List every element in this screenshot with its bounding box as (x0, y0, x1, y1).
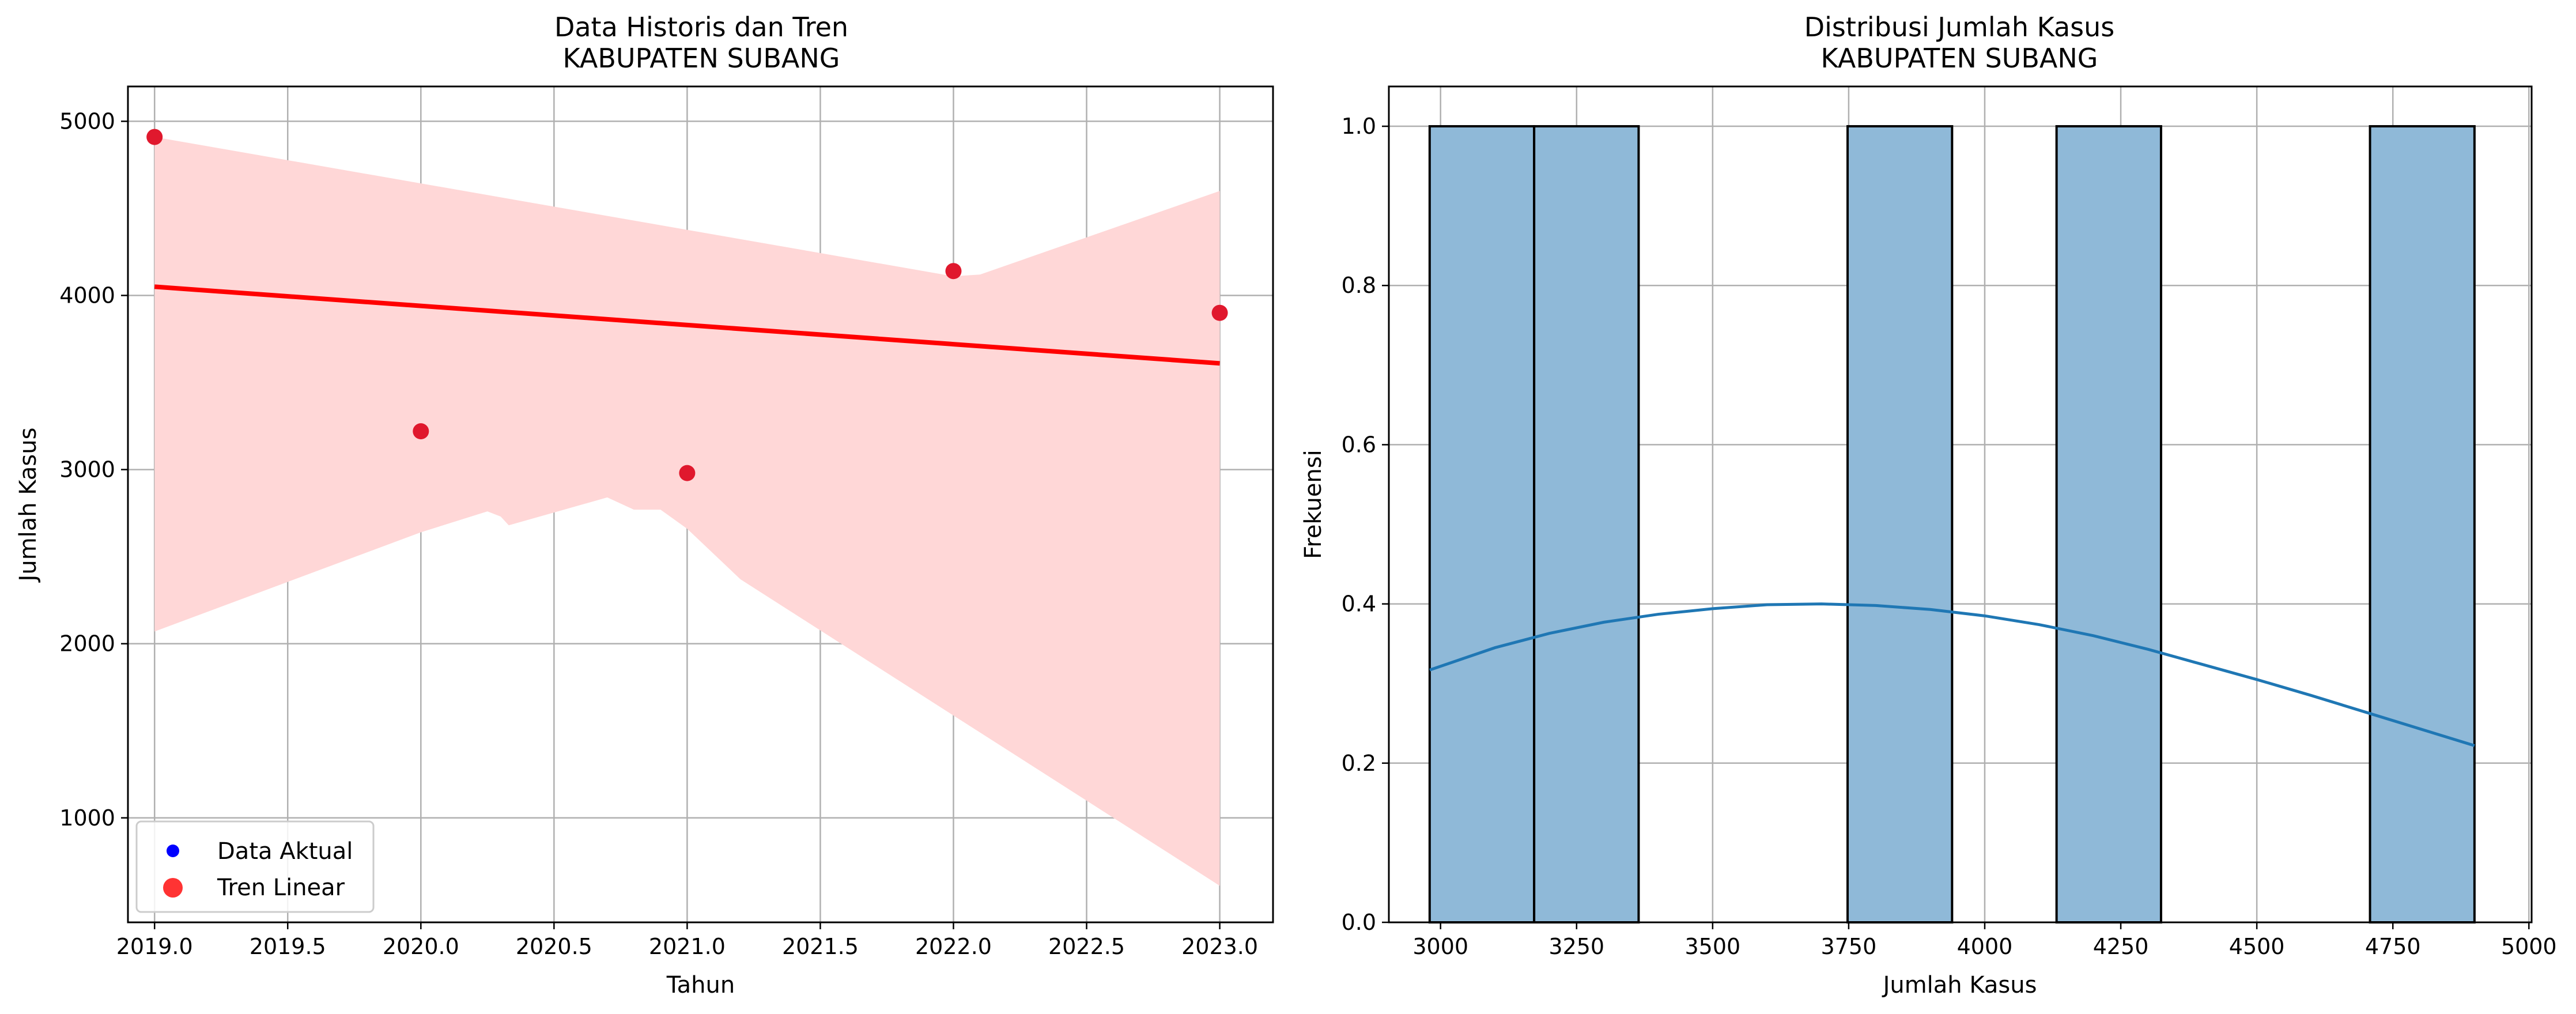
x-tick-label: 2019.5 (250, 934, 326, 959)
x-tick-label: 2020.0 (383, 934, 459, 959)
y-tick-label: 1.0 (1342, 114, 1376, 139)
histogram-bar (2369, 125, 2476, 924)
histogram-bar (1533, 125, 1640, 924)
trend-chart-frame (127, 85, 1274, 923)
x-tick-label: 4000 (1957, 934, 2013, 959)
data-point (146, 129, 163, 145)
trend-line (154, 284, 1220, 366)
data-point (413, 423, 429, 440)
x-tick-label: 4250 (2093, 934, 2149, 959)
histogram-frame (1388, 85, 2533, 923)
legend-marker-data-aktual (167, 845, 179, 857)
x-tick-label: 2021.0 (649, 934, 726, 959)
x-tick-label: 2023.0 (1181, 934, 1258, 959)
y-tick-label: 0.8 (1342, 273, 1376, 298)
x-tick-label: 2022.0 (915, 934, 992, 959)
legend-label-data-aktual: Data Aktual (217, 838, 353, 865)
histogram-bar (1428, 125, 1536, 924)
x-tick-label: 5000 (2501, 934, 2557, 959)
data-point (1211, 304, 1228, 321)
y-tick-label: 3000 (59, 457, 115, 483)
y-tick-label: 5000 (59, 108, 115, 134)
x-tick-label: 4750 (2365, 934, 2421, 959)
x-axis-label: Tahun (666, 972, 735, 998)
y-tick-label: 0.4 (1342, 591, 1376, 617)
legend-box (135, 820, 375, 913)
data-point (679, 465, 696, 481)
x-tick-label: 3250 (1548, 934, 1604, 959)
histogram-title: Distribusi Jumlah Kasus (1804, 12, 2115, 43)
data-points (146, 129, 1228, 481)
confidence-band-area (154, 137, 1220, 886)
x-tick-label: 3000 (1412, 934, 1468, 959)
kde-curve (1429, 602, 2475, 747)
confidence-band (154, 137, 1220, 886)
trend-chart-title: Data Historis dan Tren (554, 12, 848, 43)
histogram-chart: Distribusi Jumlah Kasus KABUPATEN SUBANG… (1300, 12, 2557, 998)
trend-line-segment (154, 284, 1220, 366)
histogram-x-axis-label: Jumlah Kasus (1882, 972, 2037, 998)
histogram-y-axis-label: Frekuensi (1300, 450, 1327, 559)
x-tick-label: 3750 (1821, 934, 1877, 959)
y-tick-label: 0.2 (1342, 751, 1376, 776)
x-tick-label: 2019.0 (116, 934, 193, 959)
legend-label-tren-linear: Tren Linear (217, 874, 345, 901)
legend-marker-tren-linear (163, 878, 183, 898)
data-point (945, 263, 962, 280)
x-tick-label: 3500 (1684, 934, 1740, 959)
y-tick-label: 0.0 (1342, 910, 1376, 935)
kde-line (1429, 602, 2475, 747)
y-tick-label: 0.6 (1342, 432, 1376, 457)
histogram-bars (1428, 125, 2476, 924)
x-tick-label: 2021.5 (782, 934, 859, 959)
x-tick-label: 2020.5 (516, 934, 592, 959)
legend: Data Aktual Tren Linear (135, 820, 375, 913)
trend-chart-subtitle: KABUPATEN SUBANG (563, 43, 840, 74)
y-tick-label: 1000 (59, 805, 115, 831)
y-tick-label: 4000 (59, 283, 115, 308)
histogram-subtitle: KABUPATEN SUBANG (1821, 43, 2098, 74)
y-tick-label: 2000 (59, 631, 115, 657)
trend-chart-ticks: 2019.0 2019.5 2020.0 2020.5 2021.0 2021.5 2022… (59, 108, 1258, 959)
x-tick-label: 2022.5 (1048, 934, 1125, 959)
y-axis-label: Jumlah Kasus (15, 428, 41, 583)
histogram-ticks: 3000 3250 3500 3750 4000 4250 4500 4750 5000 0.0 0… (1342, 114, 2557, 959)
trend-chart: Data Historis dan Tren KABUPATEN SUBANG … (15, 12, 1274, 998)
histogram-bar (1846, 125, 1954, 924)
histogram-bar (2055, 125, 2162, 924)
x-tick-label: 4500 (2229, 934, 2285, 959)
